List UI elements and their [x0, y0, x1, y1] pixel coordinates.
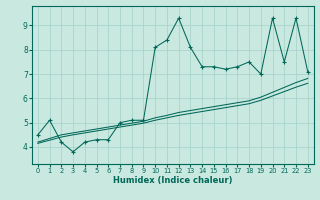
- X-axis label: Humidex (Indice chaleur): Humidex (Indice chaleur): [113, 176, 233, 185]
